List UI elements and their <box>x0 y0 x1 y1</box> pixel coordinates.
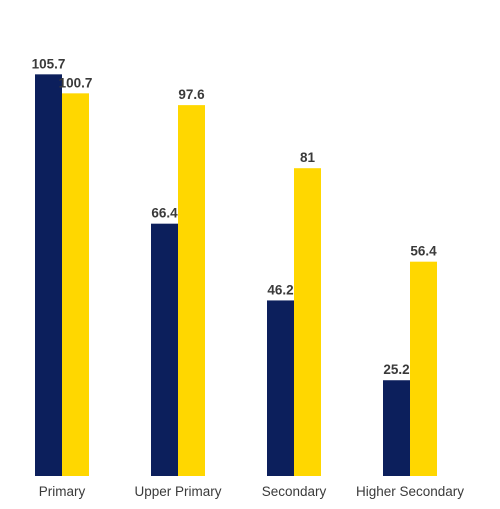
value-label-series2-upper-primary: 97.6 <box>178 87 205 102</box>
bars-layer <box>35 74 437 477</box>
x-tick-label-upper-primary: Upper Primary <box>134 484 221 499</box>
bar-series2-higher-secondary <box>410 261 437 476</box>
value-label-series2-higher-secondary: 56.4 <box>410 244 437 259</box>
bar-series1-higher-secondary <box>383 380 410 476</box>
value-label-series1-secondary: 46.2 <box>267 282 293 297</box>
value-label-series1-higher-secondary: 25.2 <box>383 362 409 377</box>
bar-series2-upper-primary <box>178 105 205 477</box>
bar-series1-upper-primary <box>151 223 178 476</box>
value-label-series2-primary: 100.7 <box>59 75 93 90</box>
x-axis: Primary Upper Primary Secondary Higher Seco… <box>39 484 465 499</box>
value-label-series1-upper-primary: 66.4 <box>151 206 178 221</box>
bar-series2-secondary <box>294 168 321 476</box>
value-label-series1-primary: 105.7 <box>32 56 66 71</box>
x-tick-label-secondary: Secondary <box>262 484 327 499</box>
x-tick-label-primary: Primary <box>39 484 86 499</box>
bar-series2-primary <box>62 93 89 476</box>
x-tick-label-higher-secondary: Higher Secondary <box>356 484 464 499</box>
value-label-series2-secondary: 81 <box>300 150 316 165</box>
value-labels-layer: 105.7 100.7 66.4 97.6 46.2 81 25.2 56.4 <box>32 56 438 377</box>
bar-series1-primary <box>35 74 62 476</box>
bar-series1-secondary <box>267 300 294 476</box>
